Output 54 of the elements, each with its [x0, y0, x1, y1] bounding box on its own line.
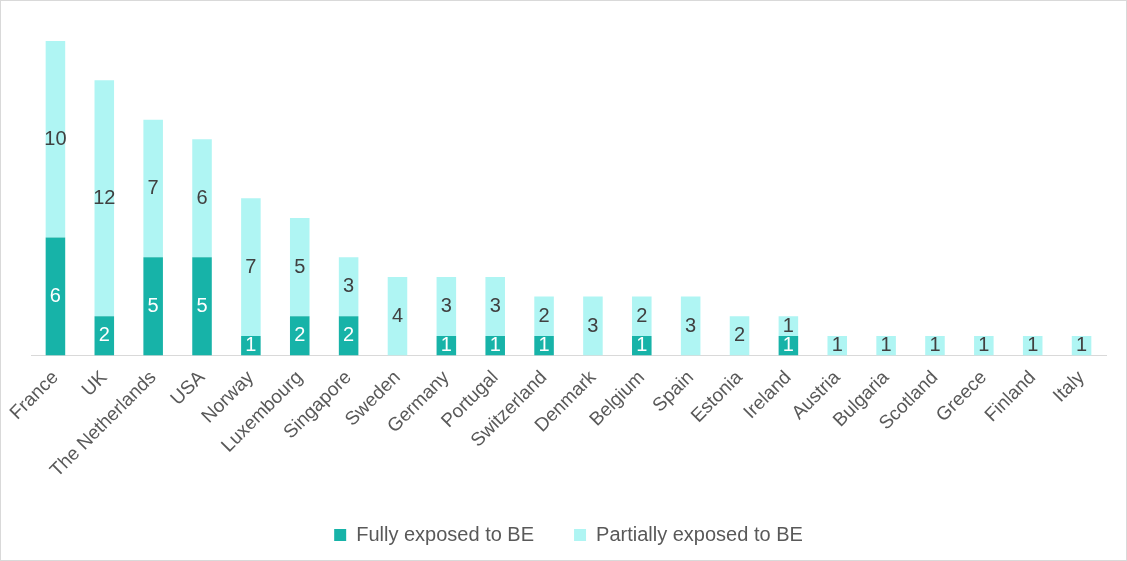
legend-label: Partially exposed to BE — [596, 522, 803, 545]
bar — [387, 276, 408, 356]
data-label: 4 — [391, 303, 404, 326]
bar — [485, 276, 505, 336]
data-label: 1 — [440, 333, 452, 356]
data-label: 1 — [782, 333, 794, 356]
bar — [534, 296, 554, 336]
data-label: 3 — [440, 293, 452, 316]
data-label: 5 — [294, 254, 306, 277]
data-label: 5 — [147, 293, 159, 316]
bar — [94, 80, 115, 317]
data-label: 1 — [245, 333, 257, 356]
bar — [583, 296, 603, 356]
data-label: 3 — [489, 293, 501, 316]
data-label: 2 — [538, 303, 550, 326]
data-label: 1 — [831, 333, 843, 356]
bar — [241, 198, 261, 336]
data-label: 2 — [733, 323, 746, 346]
data-label: 1 — [978, 333, 990, 356]
data-label: 3 — [343, 274, 355, 297]
data-label: 2 — [98, 323, 110, 346]
bar — [192, 139, 212, 258]
data-label: 1 — [880, 333, 892, 356]
data-label: 1 — [782, 313, 794, 336]
bar — [143, 257, 163, 356]
data-label: 5 — [196, 293, 208, 316]
x-tick-label: Italy — [1048, 365, 1089, 406]
data-label: 2 — [294, 323, 306, 346]
bar — [45, 237, 66, 356]
data-label: 12 — [93, 185, 116, 208]
data-label: 1 — [1027, 333, 1039, 356]
bar — [192, 257, 212, 356]
bar — [289, 316, 310, 356]
legend-label: Fully exposed to BE — [356, 522, 535, 545]
bar — [289, 217, 310, 317]
data-label: 3 — [685, 313, 697, 336]
data-label: 1 — [489, 333, 501, 356]
data-label: 10 — [44, 126, 67, 149]
data-label: 7 — [245, 254, 257, 277]
bar — [436, 276, 457, 336]
data-label: 6 — [49, 284, 61, 307]
data-label: 1 — [929, 333, 941, 356]
data-label: 1 — [538, 333, 550, 356]
data-label: 1 — [1076, 333, 1088, 356]
data-label: 1 — [636, 333, 648, 356]
data-label: 7 — [147, 175, 159, 198]
bar — [632, 296, 652, 336]
bar — [143, 119, 163, 258]
data-label: 3 — [587, 313, 599, 336]
data-label: 2 — [343, 323, 355, 346]
data-label: 6 — [196, 185, 208, 208]
data-label: 2 — [636, 303, 648, 326]
bar — [45, 41, 66, 238]
bar — [338, 257, 359, 317]
